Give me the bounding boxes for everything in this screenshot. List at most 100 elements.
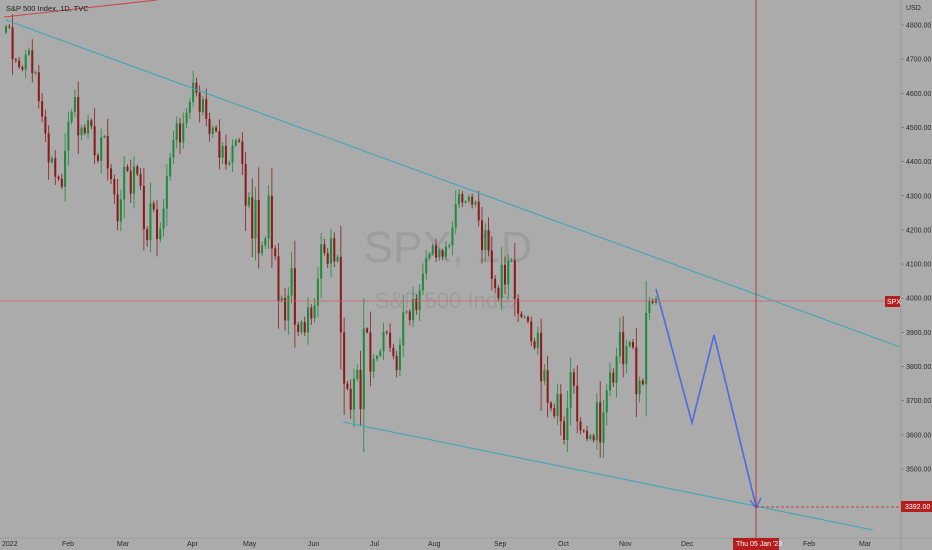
time-axis-tick: Jul: [370, 541, 379, 548]
candle-body: [572, 372, 575, 386]
candle-body: [313, 305, 316, 319]
candle-body: [139, 174, 142, 186]
time-axis-tick: 2022: [2, 541, 18, 548]
candle-body: [549, 402, 552, 409]
old-trendline-red[interactable]: [3, 0, 158, 18]
candle-body: [612, 372, 615, 383]
candle-body: [155, 209, 159, 240]
candle-body: [221, 145, 224, 158]
candle-body: [293, 268, 296, 325]
price-axis-tick: 3700.00: [906, 398, 931, 405]
candle-body: [559, 394, 562, 422]
candle-body: [44, 116, 47, 134]
candle-body: [451, 227, 454, 246]
candle-body: [526, 317, 529, 322]
candle-body: [602, 412, 605, 443]
candle-body: [310, 307, 313, 319]
time-axis-tick: May: [243, 541, 257, 548]
candle-body: [261, 245, 264, 254]
time-axis[interactable]: 2022FebMarAprMayJunJulAugSepOctNovDecJan…: [2, 541, 872, 548]
price-axis-tick: 4300.00: [906, 193, 931, 200]
candle-body: [566, 407, 569, 440]
candle-body: [474, 201, 477, 205]
candle-body: [563, 421, 566, 440]
time-axis-tick: Nov: [619, 541, 632, 548]
candle-body: [175, 123, 178, 141]
candle-body: [195, 82, 198, 93]
symbol-header[interactable]: S&P 500 Index, 1D, TVC: [6, 4, 89, 13]
axis-currency: USD: [906, 5, 921, 12]
candle-body: [290, 268, 293, 296]
candle-body: [395, 355, 398, 370]
price-tag-bg: [885, 296, 900, 307]
candle-body: [100, 137, 103, 161]
candle-body: [385, 331, 388, 333]
candle-body: [431, 245, 434, 254]
candle-body: [615, 356, 618, 383]
price-axis-tick: 4100.00: [906, 262, 931, 269]
candle-body: [635, 347, 638, 395]
candle-body: [402, 312, 405, 346]
price-axis-tick: 3500.00: [906, 467, 931, 474]
candle-body: [90, 120, 93, 127]
candle-body: [553, 408, 556, 417]
candle-body: [205, 99, 208, 119]
candle-body: [257, 199, 260, 254]
candle-body: [520, 313, 523, 318]
candle-body: [123, 166, 126, 200]
candle-body: [129, 170, 132, 194]
candle-body: [638, 380, 641, 395]
candle-body: [352, 378, 355, 410]
price-axis[interactable]: 4800.00 4700.00 4600.00 4500.00 4400.00 4300.…: [901, 23, 931, 474]
target-tag-label: 3392.00: [905, 504, 930, 511]
candle-body: [494, 278, 497, 288]
candle-body: [70, 111, 73, 122]
candle-body: [628, 341, 631, 347]
candle-body: [234, 140, 237, 146]
candle-body: [208, 118, 211, 134]
price-axis-tick: 4000.00: [906, 296, 931, 303]
candle-body: [133, 166, 136, 194]
candle-body: [438, 250, 441, 258]
upper-trendline[interactable]: [5, 19, 901, 348]
candle-body: [106, 136, 109, 169]
candle-body: [556, 394, 559, 417]
time-axis-tick: Aug: [428, 541, 441, 548]
price-axis-tick: 4400.00: [906, 159, 931, 166]
candle-body: [477, 201, 480, 221]
candle-body: [435, 245, 438, 258]
lower-trendline[interactable]: [342, 421, 874, 531]
candle-body: [300, 322, 303, 333]
candle-body: [523, 317, 526, 319]
candle-body: [93, 126, 96, 156]
candle-body: [346, 383, 349, 389]
candle-body: [609, 372, 612, 391]
candle-body: [8, 26, 11, 28]
watermark-ticker: SPX, 1D: [364, 223, 533, 272]
candle-body: [73, 97, 76, 112]
candle-body: [218, 131, 221, 158]
candle-body: [198, 92, 201, 113]
candle-body: [231, 145, 234, 163]
candle-body: [398, 345, 401, 370]
candle-body: [421, 273, 424, 291]
price-axis-tick: 4200.00: [906, 227, 931, 234]
candle-body: [113, 179, 116, 195]
watermark-name: S&P 500 Index: [375, 288, 521, 313]
candle-body: [641, 380, 644, 385]
candle-body: [83, 127, 86, 134]
candle-body: [425, 257, 428, 274]
candle-body: [467, 196, 470, 202]
candle-body: [277, 256, 280, 302]
candle-body: [632, 341, 635, 348]
price-axis-tick: 3900.00: [906, 330, 931, 337]
candle-body: [11, 27, 14, 60]
candle-body: [336, 256, 339, 262]
candle-body: [165, 176, 168, 209]
forecast-path[interactable]: [655, 288, 757, 507]
candle-body: [480, 220, 484, 251]
candle-body: [389, 332, 392, 348]
candle-body: [149, 203, 152, 241]
candle-body: [461, 194, 464, 203]
